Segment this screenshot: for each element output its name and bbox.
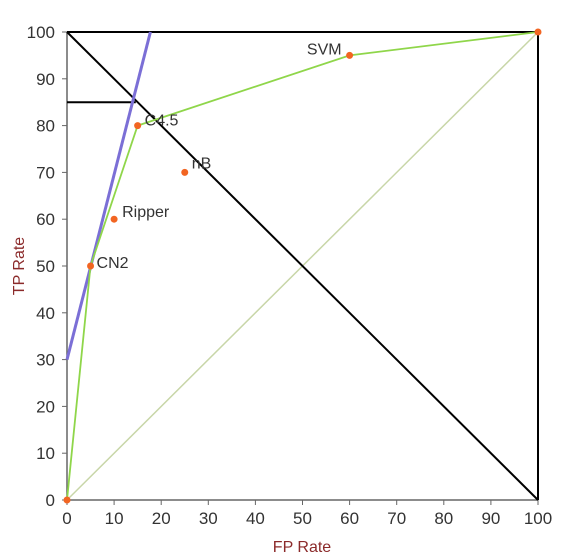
point-label: Ripper — [122, 204, 170, 221]
data-point — [346, 51, 354, 59]
y-tick-label: 50 — [36, 257, 55, 276]
y-tick-label: 10 — [36, 444, 55, 463]
x-tick-label: 0 — [62, 509, 71, 528]
data-point — [110, 215, 118, 223]
y-tick-label: 0 — [46, 491, 55, 510]
x-tick-label: 80 — [434, 509, 453, 528]
y-axis-title: TP Rate — [11, 237, 28, 296]
x-tick-label: 40 — [246, 509, 265, 528]
x-tick-label: 70 — [387, 509, 406, 528]
y-tick-label: 70 — [36, 163, 55, 182]
chart-points: CN2 Ripper C4.5 nB SVM — [63, 28, 542, 504]
data-point — [63, 496, 71, 504]
x-axis-title: FP Rate — [273, 539, 332, 556]
point-label: nB — [192, 155, 212, 172]
x-ticks: 0 10 20 30 40 50 60 70 80 90 100 — [62, 500, 552, 528]
y-tick-label: 100 — [27, 23, 55, 42]
y-tick-label: 80 — [36, 117, 55, 136]
iso-performance-line — [65, 31, 152, 360]
chart-lines — [65, 31, 539, 501]
x-tick-label: 100 — [524, 509, 552, 528]
data-point — [134, 122, 142, 130]
anti-diagonal-line — [66, 31, 539, 501]
point-label: SVM — [307, 41, 342, 58]
point-label: C4.5 — [145, 113, 179, 130]
y-ticks: 0 10 20 30 40 50 60 70 80 90 100 — [27, 23, 67, 510]
x-tick-label: 10 — [105, 509, 124, 528]
y-tick-label: 20 — [36, 397, 55, 416]
x-tick-label: 90 — [481, 509, 500, 528]
y-tick-label: 90 — [36, 70, 55, 89]
y-tick-label: 60 — [36, 210, 55, 229]
y-tick-label: 30 — [36, 351, 55, 370]
x-tick-label: 60 — [340, 509, 359, 528]
x-tick-label: 50 — [293, 509, 312, 528]
point-label: CN2 — [97, 255, 129, 272]
x-tick-label: 30 — [199, 509, 218, 528]
data-point — [181, 168, 189, 176]
data-point — [87, 262, 95, 270]
y-tick-label: 40 — [36, 304, 55, 323]
data-point — [534, 28, 542, 36]
x-tick-label: 20 — [152, 509, 171, 528]
